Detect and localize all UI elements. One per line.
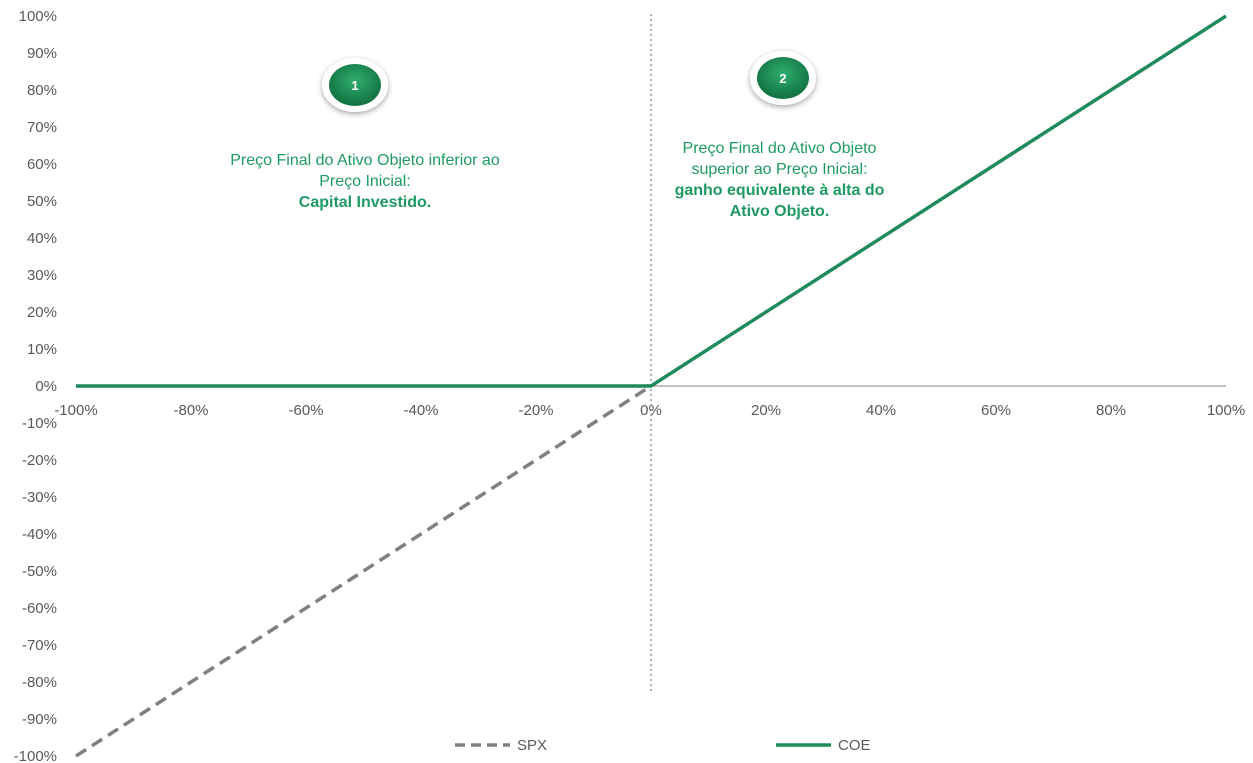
- x-tick-label: -60%: [288, 402, 323, 419]
- x-tick-label: 40%: [866, 402, 896, 419]
- y-tick-label: 80%: [27, 82, 57, 99]
- series-spx-line: [75, 384, 652, 758]
- badge-circle: [757, 57, 809, 99]
- y-tick-label: 90%: [27, 45, 57, 62]
- x-tick-label: 100%: [1207, 402, 1245, 419]
- x-tick-label: 80%: [1096, 402, 1126, 419]
- legend-label: SPX: [517, 737, 547, 754]
- x-tick-label: -100%: [54, 402, 97, 419]
- badge-circle: [329, 64, 381, 106]
- y-tick-label: -80%: [22, 674, 57, 691]
- y-tick-label: 60%: [27, 156, 57, 173]
- y-tick-label: 0%: [35, 378, 57, 395]
- y-tick-label: -90%: [22, 711, 57, 728]
- x-tick-label: -20%: [518, 402, 553, 419]
- y-tick-label: 100%: [19, 8, 57, 25]
- y-tick-label: -20%: [22, 452, 57, 469]
- legend-item-spx: SPX: [455, 737, 547, 754]
- badge-number: 1: [351, 78, 358, 93]
- y-tick-label: -50%: [22, 563, 57, 580]
- y-tick-label: 50%: [27, 193, 57, 210]
- x-tick-label: -80%: [173, 402, 208, 419]
- y-tick-label: -40%: [22, 526, 57, 543]
- badge-number: 2: [779, 71, 786, 86]
- annotation-1: Preço Final do Ativo Objeto inferior ao …: [220, 150, 510, 213]
- y-tick-label: -70%: [22, 637, 57, 654]
- legend: SPX COE: [455, 737, 871, 754]
- legend-item-coe: COE: [776, 737, 871, 754]
- legend-label: COE: [838, 737, 871, 754]
- badge-2: 2: [750, 51, 816, 105]
- annotation-1-text: Preço Final do Ativo Objeto inferior ao …: [230, 152, 500, 190]
- annotation-2-bold: ganho equivalente à alta do Ativo Objeto…: [674, 182, 885, 220]
- series-group: [75, 14, 1227, 758]
- series-coe-line: [76, 14, 1227, 388]
- y-axis-ticks: 100% 90% 80% 70% 60% 50% 40% 30% 20% 10% 0% -10% -20…: [14, 8, 57, 763]
- y-tick-label: -10%: [22, 415, 57, 432]
- y-tick-label: -100%: [14, 748, 57, 763]
- x-tick-label: -40%: [403, 402, 438, 419]
- y-tick-label: 30%: [27, 267, 57, 284]
- y-tick-label: 20%: [27, 304, 57, 321]
- y-tick-label: 10%: [27, 341, 57, 358]
- badge-1: 1: [322, 58, 388, 112]
- y-tick-label: -30%: [22, 489, 57, 506]
- x-tick-label: 20%: [751, 402, 781, 419]
- y-tick-label: -60%: [22, 600, 57, 617]
- y-tick-label: 40%: [27, 230, 57, 247]
- x-axis-ticks: -100% -80% -60% -40% -20% 0% 20% 40% 60% 80% 100%: [54, 402, 1245, 419]
- annotation-2-text: Preço Final do Ativo Objeto superior ao …: [682, 140, 877, 178]
- annotation-2: Preço Final do Ativo Objeto superior ao …: [672, 138, 887, 222]
- y-tick-label: 70%: [27, 119, 57, 136]
- x-tick-label: 60%: [981, 402, 1011, 419]
- annotation-1-bold: Capital Investido.: [298, 194, 432, 211]
